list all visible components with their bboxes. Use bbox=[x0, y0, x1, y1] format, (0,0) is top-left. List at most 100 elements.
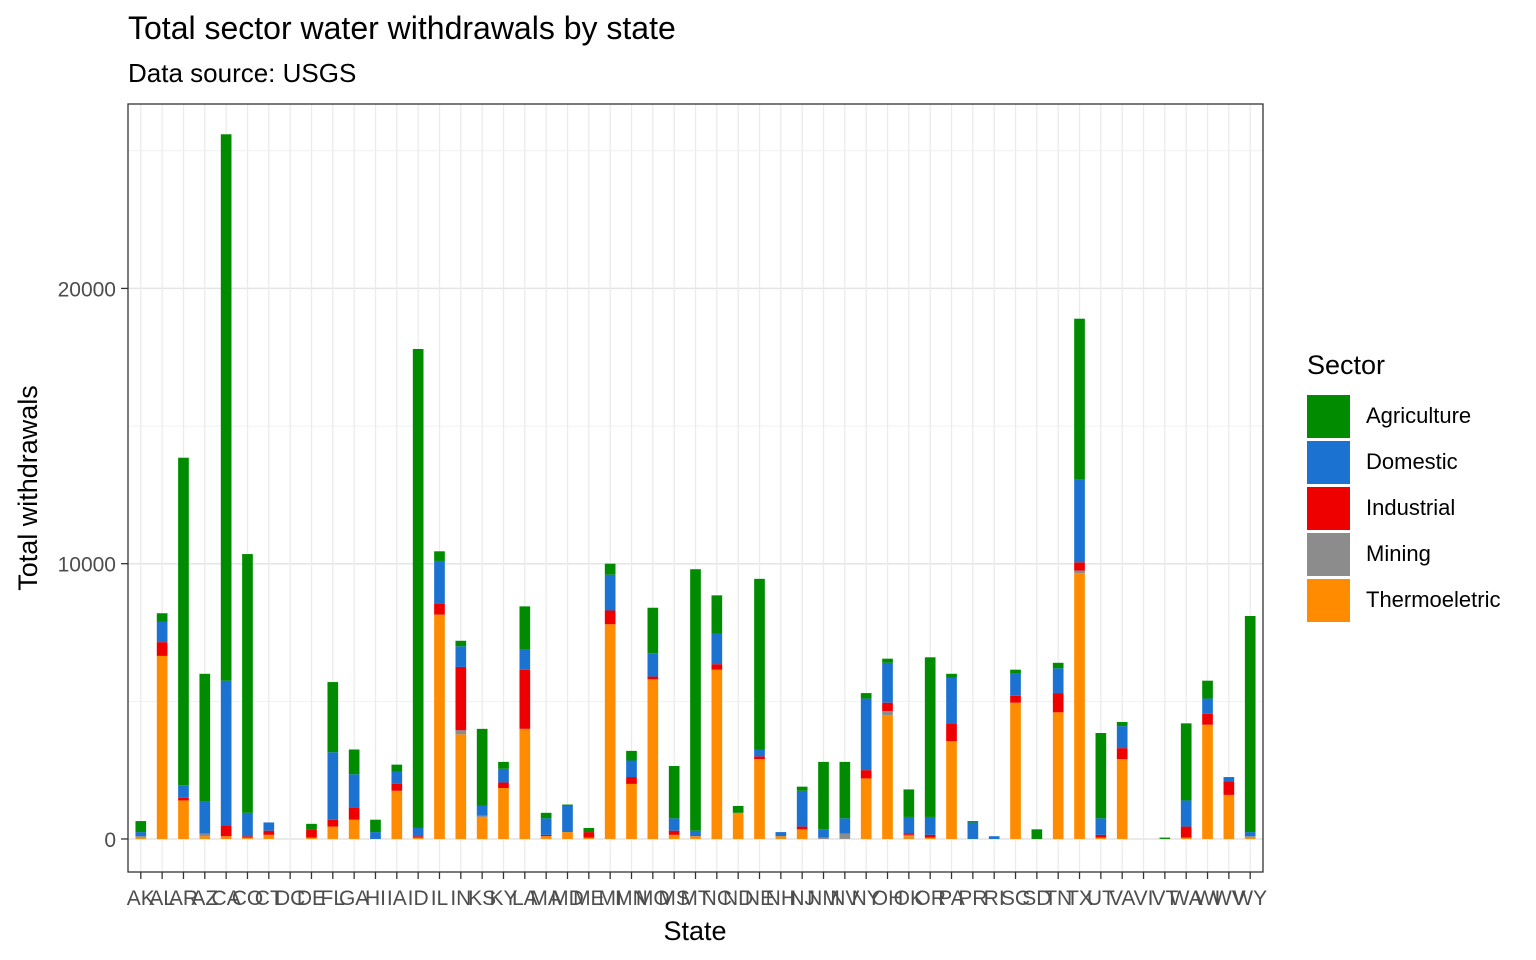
x-tick-label: MT bbox=[680, 887, 710, 910]
bar-ga-thermoeletric bbox=[348, 819, 360, 839]
bar-pa-thermoeletric bbox=[946, 741, 957, 839]
bar-md-agriculture bbox=[562, 804, 573, 806]
bar-nv-mining bbox=[839, 833, 851, 839]
bar-nj-domestic bbox=[796, 790, 808, 827]
bar-in-thermoeletric bbox=[455, 734, 467, 839]
bar-nm-agriculture bbox=[818, 761, 829, 830]
chart-subtitle: Data source: USGS bbox=[128, 58, 357, 88]
bar-wv-domestic bbox=[1223, 777, 1235, 782]
x-axis-label: State bbox=[663, 916, 726, 946]
bar-pr-domestic bbox=[967, 822, 979, 839]
bar-wi-industrial bbox=[1202, 713, 1213, 725]
bar-la-domestic bbox=[519, 649, 531, 670]
bar-ms-thermoeletric bbox=[668, 834, 680, 839]
bar-de-thermoeletric bbox=[306, 837, 317, 839]
bar-mn-agriculture bbox=[626, 750, 637, 761]
bar-id-agriculture bbox=[412, 348, 424, 828]
x-tick-label: WA bbox=[1170, 887, 1203, 910]
bar-pa-industrial bbox=[946, 723, 957, 742]
bar-ok-mining bbox=[903, 834, 915, 837]
bar-ut-agriculture bbox=[1095, 732, 1107, 819]
bar-nv-agriculture bbox=[839, 761, 851, 819]
bar-wi-agriculture bbox=[1202, 680, 1213, 699]
legend-swatch-thermoeletric bbox=[1307, 578, 1350, 622]
bar-co-agriculture bbox=[242, 554, 253, 813]
bar-ok-thermoeletric bbox=[903, 836, 915, 839]
bar-mi-domestic bbox=[604, 574, 616, 611]
bar-va-agriculture bbox=[1116, 721, 1128, 727]
y-tick-label: 10000 bbox=[58, 554, 116, 577]
bar-az-mining bbox=[199, 833, 211, 837]
bar-ky-industrial bbox=[498, 782, 509, 789]
bar-ny-industrial bbox=[860, 770, 872, 779]
bar-ia-industrial bbox=[391, 783, 403, 791]
bar-ut-domestic bbox=[1095, 818, 1107, 835]
x-tick-label: AR bbox=[169, 887, 198, 910]
bar-ny-thermoeletric bbox=[860, 778, 872, 839]
legend-swatch-industrial bbox=[1307, 486, 1350, 530]
bar-oh-industrial bbox=[882, 702, 893, 711]
bar-pa-domestic bbox=[946, 677, 957, 724]
bar-fl-industrial bbox=[327, 819, 339, 827]
x-tick-label: MO bbox=[636, 887, 670, 910]
x-tick-label: PR bbox=[958, 887, 987, 910]
bar-ky-agriculture bbox=[498, 761, 509, 769]
x-tick-label: MN bbox=[615, 887, 648, 910]
bar-ne-domestic bbox=[754, 749, 765, 757]
bar-ar-agriculture bbox=[178, 457, 189, 786]
bar-nc-domestic bbox=[711, 633, 723, 665]
bar-va-industrial bbox=[1116, 748, 1128, 760]
bar-il-domestic bbox=[434, 560, 445, 604]
bar-ne-thermoeletric bbox=[754, 759, 765, 839]
bar-wy-thermoeletric bbox=[1244, 837, 1256, 839]
bar-ks-mining bbox=[476, 815, 488, 817]
bar-ks-domestic bbox=[476, 805, 488, 816]
bar-mt-domestic bbox=[690, 830, 701, 837]
legend-item-industrial: Industrial bbox=[1307, 485, 1500, 531]
bar-vt-agriculture bbox=[1159, 837, 1171, 839]
bar-ma-industrial bbox=[540, 834, 552, 837]
bar-md-thermoeletric bbox=[562, 832, 573, 839]
bar-me-agriculture bbox=[583, 827, 595, 833]
bar-ok-industrial bbox=[903, 833, 915, 835]
bar-az-thermoeletric bbox=[199, 836, 211, 839]
bar-ga-industrial bbox=[348, 807, 360, 820]
y-tick-label: 0 bbox=[104, 829, 116, 852]
bar-in-industrial bbox=[455, 666, 467, 731]
bar-wy-agriculture bbox=[1244, 616, 1256, 833]
bar-nc-industrial bbox=[711, 664, 723, 670]
bar-ca-thermoeletric bbox=[220, 836, 232, 839]
bar-in-agriculture bbox=[455, 640, 467, 647]
bar-wa-industrial bbox=[1180, 826, 1192, 838]
legend-item-mining: Mining bbox=[1307, 531, 1500, 577]
x-tick-label: PA bbox=[938, 887, 964, 910]
bar-mi-agriculture bbox=[604, 563, 616, 575]
x-tick-label: SD bbox=[1022, 887, 1051, 910]
x-tick-label: DC bbox=[275, 887, 305, 910]
y-axis-label: Total withdrawals bbox=[13, 385, 43, 591]
bar-or-industrial bbox=[924, 834, 936, 838]
bar-nc-agriculture bbox=[711, 595, 723, 634]
x-tick-label: AZ bbox=[191, 887, 218, 910]
bar-mo-industrial bbox=[647, 676, 659, 680]
bar-tn-industrial bbox=[1052, 693, 1064, 713]
bar-co-domestic bbox=[242, 812, 253, 837]
bar-ar-domestic bbox=[178, 785, 189, 798]
bar-ms-industrial bbox=[668, 830, 680, 835]
bar-ky-thermoeletric bbox=[498, 788, 509, 839]
bar-co-thermoeletric bbox=[242, 837, 253, 839]
bar-mn-thermoeletric bbox=[626, 783, 637, 839]
bar-ia-domestic bbox=[391, 771, 403, 784]
bar-ct-thermoeletric bbox=[263, 834, 275, 839]
bar-nc-thermoeletric bbox=[711, 669, 723, 839]
legend-item-domestic: Domestic bbox=[1307, 439, 1500, 485]
bar-ny-agriculture bbox=[860, 693, 872, 699]
bar-pa-agriculture bbox=[946, 673, 957, 678]
bar-oh-domestic bbox=[882, 662, 893, 703]
bar-sc-thermoeletric bbox=[1010, 702, 1021, 839]
bar-ok-domestic bbox=[903, 816, 915, 834]
x-tick-label: ME bbox=[573, 887, 605, 910]
x-tick-label: CT bbox=[255, 887, 283, 910]
bar-la-thermoeletric bbox=[519, 728, 531, 839]
x-tick-label: AK bbox=[127, 887, 155, 910]
